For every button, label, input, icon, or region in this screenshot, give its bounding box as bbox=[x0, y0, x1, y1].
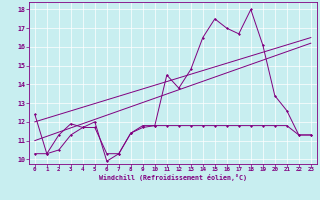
X-axis label: Windchill (Refroidissement éolien,°C): Windchill (Refroidissement éolien,°C) bbox=[99, 174, 247, 181]
